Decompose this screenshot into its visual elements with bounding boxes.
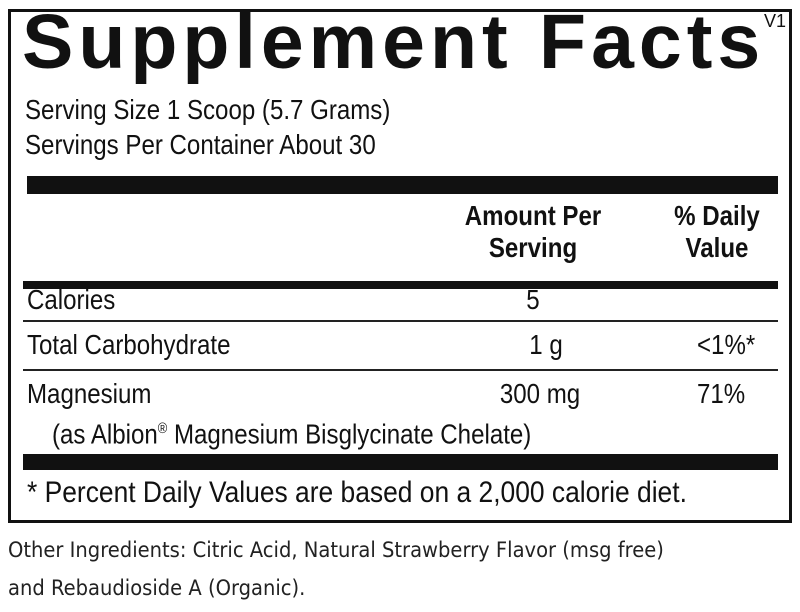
medium-divider	[23, 281, 778, 289]
row-calories-name: Calories	[27, 284, 116, 315]
row-magnesium-name: Magnesium	[27, 378, 152, 409]
thick-divider-bottom	[23, 454, 778, 470]
header-dv-line2: Value	[685, 232, 749, 263]
other-ingredients-line1: Other Ingredients: Citric Acid, Natural …	[8, 538, 664, 562]
row-magnesium-dv: 71%	[697, 378, 746, 409]
row-divider	[23, 369, 778, 371]
row-magnesium-amount: 300 mg	[499, 378, 581, 409]
header-dv-line1: % Daily	[674, 200, 760, 231]
row-divider	[23, 320, 778, 322]
row-calories-amount: 5	[526, 284, 540, 315]
registered-mark: ®	[157, 420, 168, 437]
serving-size: Serving Size 1 Scoop (5.7 Grams)	[25, 94, 391, 125]
header-amount-line2: Serving	[488, 232, 578, 263]
row-carb-dv: <1%*	[697, 329, 756, 360]
servings-per-container: Servings Per Container About 30	[25, 129, 376, 160]
source-prefix: (as Albion	[52, 418, 158, 450]
other-ingredients-line2: and Rebaudioside A (Organic).	[8, 576, 306, 600]
thick-divider	[27, 176, 778, 194]
source-suffix: Magnesium Bisglycinate Chelate)	[167, 418, 532, 450]
row-magnesium-source: (as Albion® Magnesium Bisglycinate Chela…	[52, 414, 531, 449]
panel-title: Supplement Facts	[22, 0, 766, 85]
footnote: * Percent Daily Values are based on a 2,…	[27, 476, 687, 509]
supplement-facts-panel	[8, 9, 792, 523]
row-carb-name: Total Carbohydrate	[27, 329, 231, 360]
version-mark: V1	[763, 11, 786, 31]
row-carb-amount: 1 g	[529, 329, 563, 360]
header-amount-line1: Amount Per	[464, 200, 602, 231]
